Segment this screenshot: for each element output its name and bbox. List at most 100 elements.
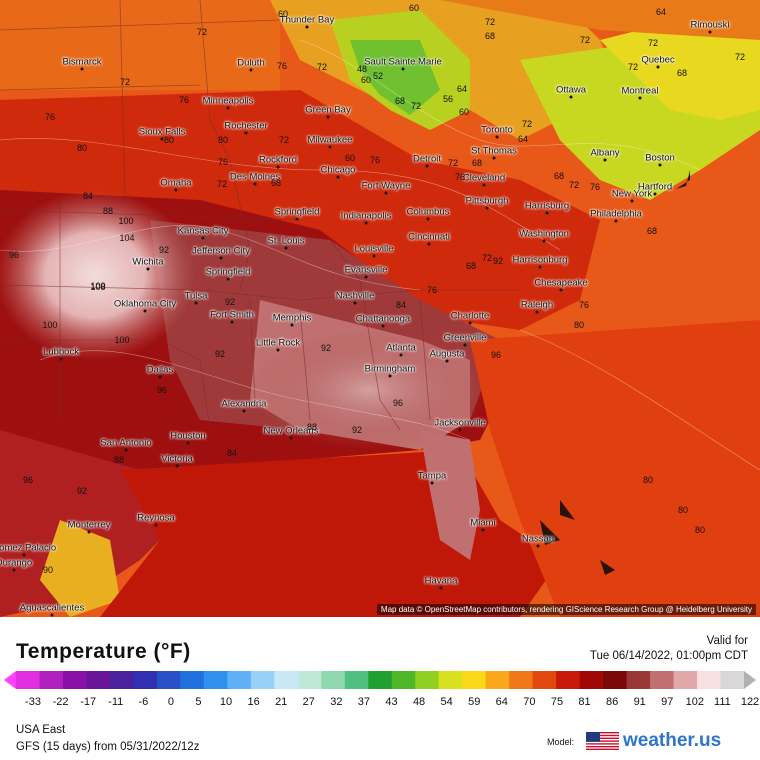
scale-tick-label: 59: [468, 696, 481, 708]
scale-tick-label: 21: [275, 696, 288, 708]
isotherm-label: 56: [442, 94, 454, 104]
scale-tick-label: 16: [247, 696, 260, 708]
city-label: Omaha: [160, 177, 192, 189]
city-marker: [569, 95, 573, 99]
city-label: Dallas: [146, 364, 174, 376]
scale-swatch: [109, 671, 134, 689]
city-label: Chicago: [320, 164, 356, 176]
city-label: Fort Smith: [210, 309, 254, 321]
scale-swatch: [579, 671, 604, 689]
scale-tick-label: 48: [412, 696, 426, 708]
city-marker: [22, 553, 26, 557]
isotherm-label: 68: [471, 158, 483, 168]
city-label: Milwaukee: [307, 134, 353, 146]
scale-min-arrow: [4, 671, 16, 689]
city-marker: [545, 211, 549, 215]
city-marker: [399, 353, 403, 357]
map-attribution[interactable]: Map data © OpenStreetMap contributors, r…: [376, 604, 756, 615]
city-marker: [439, 586, 443, 590]
isotherm-label: 76: [217, 157, 229, 167]
city-label: Greenville: [443, 332, 487, 344]
city-label: Tulsa: [184, 290, 208, 302]
city-marker: [328, 145, 332, 149]
isotherm-label: 100: [118, 216, 134, 226]
scale-tick-label: 81: [578, 696, 591, 708]
isotherm-label: 104: [119, 233, 135, 243]
city-marker: [353, 301, 357, 305]
isotherm-label: 72: [316, 62, 328, 72]
city-label: St Thomas: [471, 145, 517, 157]
city-label: Nashville: [335, 290, 375, 302]
city-marker: [143, 309, 147, 313]
isotherm-label: 60: [360, 75, 372, 85]
city-marker: [226, 106, 230, 110]
isotherm-label: 72: [734, 52, 746, 62]
model-label: Model:: [547, 737, 575, 747]
weather-us-logo[interactable]: weather.us: [623, 730, 721, 752]
scale-swatch: [391, 671, 416, 689]
scale-tick-label: -17: [80, 696, 97, 708]
city-label: Cincinnati: [408, 231, 450, 243]
isotherm-label: 72: [216, 179, 228, 189]
city-label: Charlotte: [450, 310, 490, 322]
isotherm-label: 48: [356, 64, 368, 74]
scale-swatch: [462, 671, 487, 689]
city-marker: [658, 163, 662, 167]
scale-tick-label: 43: [385, 696, 398, 708]
isotherm-label: 68: [394, 96, 406, 106]
city-label: Wichita: [132, 256, 164, 268]
us-flag-icon: [586, 732, 619, 750]
scale-tick-label: 91: [633, 696, 646, 708]
city-label: Montreal: [621, 85, 659, 97]
isotherm-label: 68: [553, 171, 565, 181]
city-marker: [364, 275, 368, 279]
scale-max-arrow: [744, 671, 756, 689]
scale-swatch: [650, 671, 675, 689]
scale-tick-label: -22: [52, 696, 69, 708]
city-marker: [87, 530, 91, 534]
temperature-map[interactable]: Thunder Bay Bismarck Duluth Sault Sainte Ma…: [0, 0, 760, 617]
city-marker: [336, 175, 340, 179]
scale-tick-label: 70: [523, 696, 536, 708]
isotherm-label: 72: [447, 158, 459, 168]
isotherm-label: 72: [647, 38, 659, 48]
city-label: Pittsburgh: [465, 195, 509, 207]
isotherm-label: 84: [226, 448, 238, 458]
city-marker: [401, 67, 405, 71]
city-marker: [638, 96, 642, 100]
city-label: Columbus: [406, 206, 450, 218]
scale-tick-label: 97: [661, 696, 674, 708]
city-label: Birmingham: [364, 363, 416, 375]
scale-tick-label: 111: [714, 696, 731, 708]
city-label: Monterrey: [67, 519, 111, 531]
scale-swatch: [532, 671, 557, 689]
city-marker: [305, 25, 309, 29]
city-label: Sault Sainte Marie: [364, 56, 442, 68]
city-marker: [244, 131, 248, 135]
isotherm-label: 80: [76, 143, 88, 153]
city-marker: [59, 357, 63, 361]
city-label: Lubbock: [43, 346, 79, 358]
scale-tick-label: -6: [138, 696, 149, 708]
isotherm-label: 72: [278, 135, 290, 145]
city-marker: [381, 324, 385, 328]
city-marker: [481, 528, 485, 532]
city-label: Kansas City: [177, 225, 229, 237]
city-label: Toronto: [481, 124, 513, 136]
scale-swatch: [415, 671, 440, 689]
scale-swatch: [720, 671, 745, 689]
isotherm-label: 80: [677, 505, 689, 515]
model-run-label: GFS (15 days) from 05/31/2022/12z: [16, 741, 200, 753]
isotherm-label: 60: [277, 9, 289, 19]
brand-text: weather.us: [623, 730, 722, 751]
isotherm-label: 92: [492, 256, 504, 266]
city-label: Gomez Palacio: [0, 542, 57, 554]
city-marker: [186, 441, 190, 445]
isotherm-label: 72: [627, 62, 639, 72]
city-marker: [290, 323, 294, 327]
isotherm-label: 96: [392, 398, 404, 408]
scale-swatch: [556, 671, 581, 689]
city-marker: [289, 436, 293, 440]
scale-swatch: [485, 671, 510, 689]
city-label: Quebec: [641, 54, 675, 66]
